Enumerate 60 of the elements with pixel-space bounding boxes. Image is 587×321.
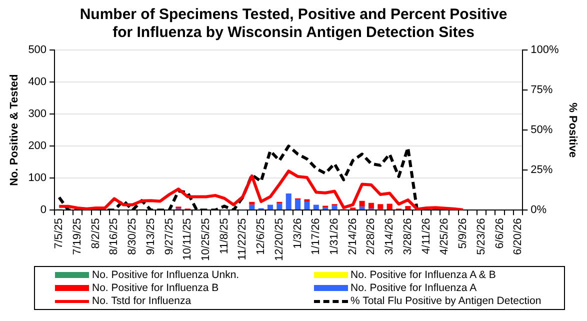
x-tick-label: 5/23/26 [475, 218, 488, 255]
bar [295, 200, 301, 210]
x-tick-label: 7/19/25 [72, 218, 84, 255]
x-tick-label: 10/25/25 [200, 218, 212, 262]
chart-title: Number of Specimens Tested, Positive and Percent Positive for Influenza by Wisconsin Antigen Detection Sites [80, 6, 508, 42]
legend-label: No. Positive for Influenza Unkn. [92, 269, 240, 281]
x-tick-label: 11/8/25 [218, 218, 230, 254]
bar [332, 206, 338, 210]
legend-label: No. Positive for Influenza B [92, 282, 219, 294]
y2-tick-label: 100% [530, 44, 560, 56]
x-tick-label: 6/6/26 [494, 218, 506, 249]
x-tick-label: 3/28/26 [402, 218, 414, 255]
bar [386, 204, 392, 210]
y-tick-label: 300 [28, 108, 47, 120]
x-tick-label: 2/14/26 [346, 218, 359, 255]
bar [268, 204, 274, 210]
y-axis-title: No. Positive & Tested [8, 74, 21, 186]
bar [368, 202, 374, 209]
bar [286, 194, 292, 210]
x-tick-label: 1/3/26 [292, 218, 304, 249]
x-tick-label: 5/9/26 [457, 218, 470, 249]
x-tick-label: 4/25/26 [438, 218, 451, 255]
bar [304, 202, 310, 210]
y-tick-label: 500 [28, 44, 47, 56]
bar [378, 204, 384, 210]
x-tick-label: 4/11/26 [420, 218, 432, 254]
bar [304, 199, 310, 202]
bar [359, 200, 365, 207]
x-tick-label: 9/13/25 [144, 218, 157, 255]
bar [276, 204, 282, 210]
x-tick-label: 8/2/25 [90, 218, 102, 249]
y-tick-label: 100 [28, 172, 47, 184]
x-tick-label: 8/30/25 [126, 218, 139, 255]
x-tick-label: 8/16/25 [108, 218, 120, 255]
legend-label: % Total Flu Positive by Antigen Detection [350, 295, 542, 307]
y2-tick-label: 75% [530, 84, 553, 96]
x-tick-label: 12/6/25 [255, 218, 268, 255]
bar [359, 206, 365, 210]
x-tick-label: 3/14/26 [384, 218, 396, 255]
y2-tick-label: 0% [530, 204, 547, 216]
x-tick-label: 10/11/25 [182, 218, 194, 260]
x-tick-label: 1/17/26 [310, 218, 322, 255]
legend-label: No. Tstd for Influenza [92, 295, 192, 307]
x-tick-label: 6/20/26 [512, 218, 524, 255]
x-tick-label: 9/27/25 [163, 218, 176, 255]
x-tick-label: 12/20/25 [273, 218, 286, 262]
y2-axis-title: % Positive [566, 102, 578, 158]
bar [313, 204, 319, 210]
y2-tick-label: 25% [530, 164, 553, 176]
y-tick-label: 400 [28, 76, 47, 88]
legend-label: No. Positive for Influenza A [350, 282, 477, 294]
y-tick-label: 200 [28, 140, 47, 152]
legend-label: No. Positive for Influenza A & B [350, 269, 496, 281]
y-tick-label: 0 [40, 204, 47, 216]
x-tick-label: 1/31/26 [328, 218, 341, 255]
x-tick-label: 11/22/25 [236, 218, 249, 260]
x-tick-label: 7/5/25 [53, 218, 66, 249]
x-tick-label: 2/28/26 [365, 218, 378, 255]
bar [249, 204, 255, 210]
y2-tick-label: 50% [530, 124, 553, 136]
